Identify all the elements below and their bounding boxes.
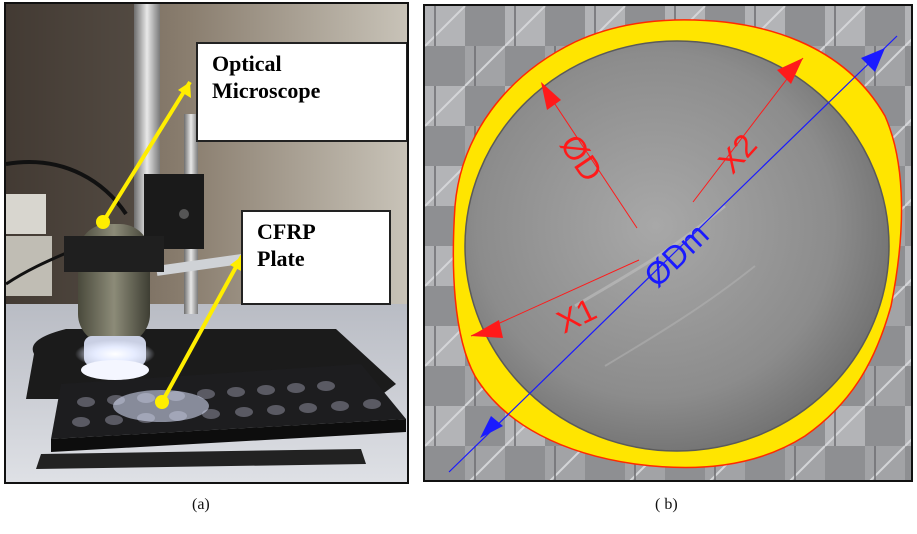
panel-b-caption: ( b): [655, 496, 678, 513]
plate-callout-line2: Plate: [257, 246, 305, 271]
diameter-line: [542, 85, 638, 229]
hole-measurement-diagram: [425, 6, 911, 480]
hole-delamination-image: ØD X2 ØDm X1: [423, 4, 913, 482]
microscope-pointer-arrow: [101, 80, 192, 224]
plate-callout-line1: CFRP: [257, 219, 316, 244]
microscope-callout-line1: Optical: [212, 51, 282, 76]
microscope-callout-line2: Microscope: [212, 78, 321, 103]
panel-a-caption: (a): [192, 496, 210, 513]
x2-line: [692, 57, 804, 203]
max-diameter-line: [448, 35, 898, 473]
plate-pointer-arrow: [160, 255, 244, 403]
plate-callout: CFRP Plate: [241, 210, 391, 305]
microscope-setup-photo: Optical Microscope CFRP Plate: [4, 2, 409, 484]
drilled-hole: [464, 40, 890, 452]
microscope-callout: Optical Microscope: [196, 42, 407, 142]
